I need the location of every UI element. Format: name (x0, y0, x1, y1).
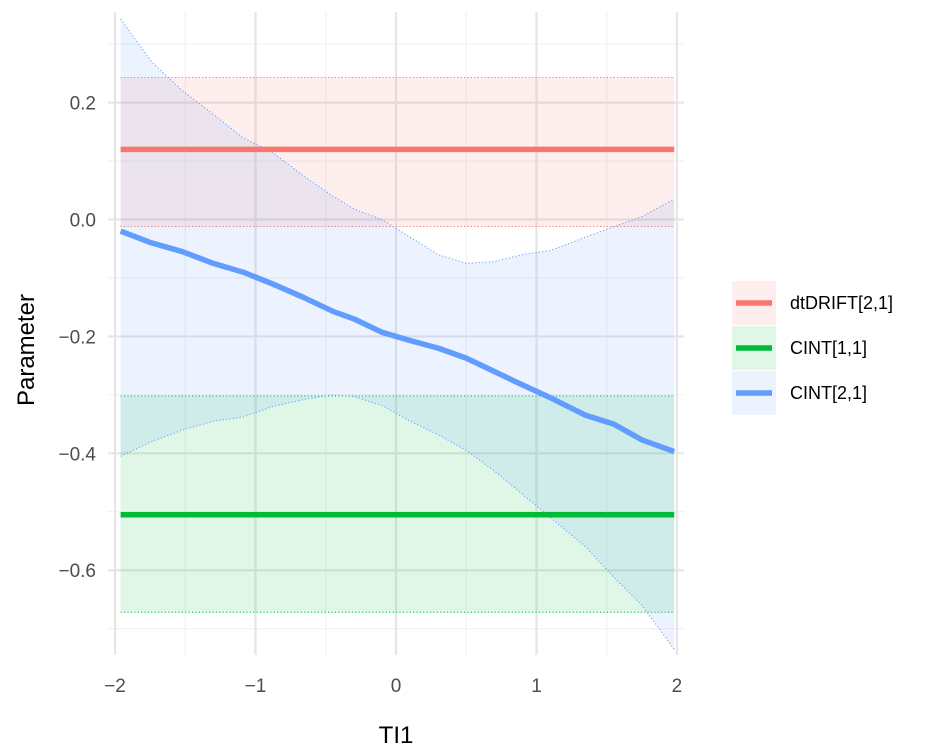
legend-label: CINT[2,1] (790, 383, 867, 403)
lower-bound-series-2 (120, 394, 675, 650)
legend-item: CINT[2,1] (732, 371, 867, 415)
y-tick-label: −0.6 (58, 561, 96, 582)
x-axis-tick-labels: −2 −1 0 1 2 (104, 676, 682, 697)
x-tick-label: 0 (391, 676, 402, 697)
y-tick-label: 0.2 (70, 94, 96, 115)
line-series-2 (119, 228, 676, 455)
legend-item: dtDRIFT[2,1] (732, 281, 893, 325)
upper-bound-series-2 (120, 18, 675, 264)
y-axis-tick-labels: −0.6 −0.4 −0.2 0.0 0.2 (58, 94, 96, 583)
x-tick-label: 2 (672, 676, 683, 697)
x-axis-title: TI1 (379, 722, 414, 749)
legend-item: CINT[1,1] (732, 326, 867, 370)
x-tick-label: −1 (245, 676, 267, 697)
series-lines (119, 146, 676, 518)
y-tick-label: −0.4 (58, 444, 96, 465)
x-tick-label: −2 (104, 676, 126, 697)
legend-label: dtDRIFT[2,1] (790, 293, 893, 313)
legend-label: CINT[1,1] (790, 338, 867, 358)
y-tick-label: −0.2 (58, 327, 96, 348)
y-tick-label: 0.0 (70, 211, 96, 232)
x-tick-label: 1 (531, 676, 542, 697)
legend: dtDRIFT[2,1] CINT[1,1] CINT[2,1] (732, 281, 893, 415)
ribbon-series-1 (120, 396, 675, 613)
y-axis-title: Parameter (13, 294, 40, 406)
